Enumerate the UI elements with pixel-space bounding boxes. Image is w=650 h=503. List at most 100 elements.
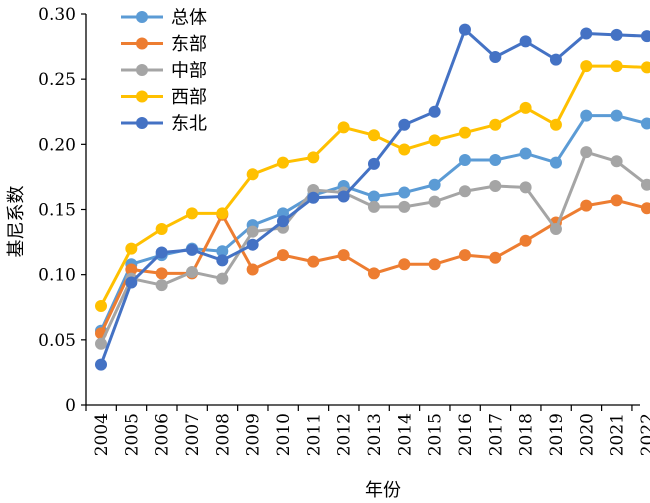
x-tick-label: 2022 <box>638 413 650 456</box>
series-5 <box>95 23 650 371</box>
data-point <box>185 266 198 279</box>
x-ticks: 2004 2005 2006 2007 2008 2009 2010 2011 2012 2013… <box>85 405 650 456</box>
x-tick-label: 2006 <box>153 413 173 456</box>
legend-marker <box>136 11 148 23</box>
data-point <box>398 186 411 199</box>
legend-marker <box>136 117 148 129</box>
data-point <box>125 242 138 255</box>
data-point <box>610 109 623 122</box>
y-ticks: 0 0.05 0.10 0.15 0.20 0.25 0.30 <box>38 5 86 416</box>
x-tick-label: 2021 <box>608 413 628 456</box>
series-line <box>99 198 648 334</box>
legend-item: 总体 <box>121 8 207 29</box>
data-point <box>276 156 289 169</box>
series-line <box>99 150 648 345</box>
data-point <box>549 53 562 66</box>
legend-item: 东北 <box>121 114 207 135</box>
x-tick-label: 2009 <box>244 413 264 456</box>
data-point <box>549 118 562 131</box>
data-point <box>367 190 380 203</box>
data-point <box>640 202 650 215</box>
data-point <box>519 101 532 114</box>
x-tick-label: 2011 <box>304 413 324 456</box>
y-tick-label: 0.15 <box>38 201 76 221</box>
data-point <box>428 178 441 191</box>
data-point <box>458 23 471 36</box>
data-point <box>185 243 198 256</box>
x-tick-label: 2020 <box>577 413 597 456</box>
data-point <box>307 191 320 204</box>
data-point <box>398 200 411 213</box>
y-tick-label: 0.10 <box>38 266 76 286</box>
data-point <box>519 181 532 194</box>
data-point <box>95 358 107 371</box>
data-point <box>216 207 229 220</box>
data-point <box>580 109 593 122</box>
x-tick-label: 2019 <box>547 413 567 456</box>
x-tick-label: 2008 <box>213 413 233 456</box>
data-point <box>580 199 593 212</box>
x-tick-label: 2005 <box>122 413 142 456</box>
data-point <box>489 251 502 264</box>
data-point <box>95 299 107 312</box>
data-point <box>640 30 650 43</box>
data-point <box>367 129 380 142</box>
data-point <box>367 157 380 170</box>
axes: 00.050.100.150.200.250.30 2004 2005 2006 20… <box>38 5 650 456</box>
data-point <box>337 249 350 262</box>
data-point <box>246 238 259 251</box>
data-point <box>519 147 532 160</box>
data-point <box>95 337 107 350</box>
data-point <box>155 267 168 280</box>
data-point <box>155 246 168 259</box>
data-point <box>428 258 441 271</box>
x-tick-label: 2013 <box>365 413 385 456</box>
series-3 <box>95 146 650 350</box>
data-point <box>155 223 168 236</box>
y-tick-label: 0.30 <box>38 5 76 25</box>
data-point <box>276 249 289 262</box>
data-point <box>610 194 623 207</box>
data-point <box>458 249 471 262</box>
legend-marker <box>136 90 148 103</box>
x-tick-label: 2010 <box>274 413 294 456</box>
x-tick-label: 2007 <box>183 413 203 456</box>
data-point <box>398 143 411 156</box>
data-point <box>549 223 562 236</box>
x-tick-label: 2014 <box>395 413 415 456</box>
data-point <box>519 35 532 48</box>
data-point <box>307 255 320 268</box>
data-point <box>458 185 471 198</box>
data-point <box>428 134 441 147</box>
data-point <box>398 118 411 131</box>
series-layer <box>95 23 650 371</box>
legend-label: 总体 <box>171 8 207 29</box>
y-tick-label: 0.20 <box>38 135 76 155</box>
data-point <box>367 200 380 213</box>
data-point <box>428 195 441 208</box>
legend-label: 东北 <box>171 114 207 135</box>
data-point <box>580 27 593 40</box>
legend-label: 中部 <box>171 61 207 82</box>
data-point <box>489 118 502 131</box>
data-point <box>155 279 168 292</box>
data-point <box>458 153 471 166</box>
data-point <box>519 234 532 247</box>
x-tick-label: 2015 <box>426 413 446 456</box>
data-point <box>640 61 650 74</box>
data-point <box>428 105 441 118</box>
data-point <box>337 190 350 203</box>
series-line <box>99 114 648 332</box>
data-point <box>125 276 138 289</box>
legend-label: 西部 <box>171 87 207 108</box>
data-point <box>580 60 593 73</box>
data-point <box>489 180 502 193</box>
data-point <box>640 117 650 130</box>
legend-marker <box>136 64 148 76</box>
y-tick-label: 0.05 <box>38 331 76 351</box>
data-point <box>489 153 502 166</box>
data-point <box>216 245 229 258</box>
y-tick-label: 0 <box>65 396 76 416</box>
